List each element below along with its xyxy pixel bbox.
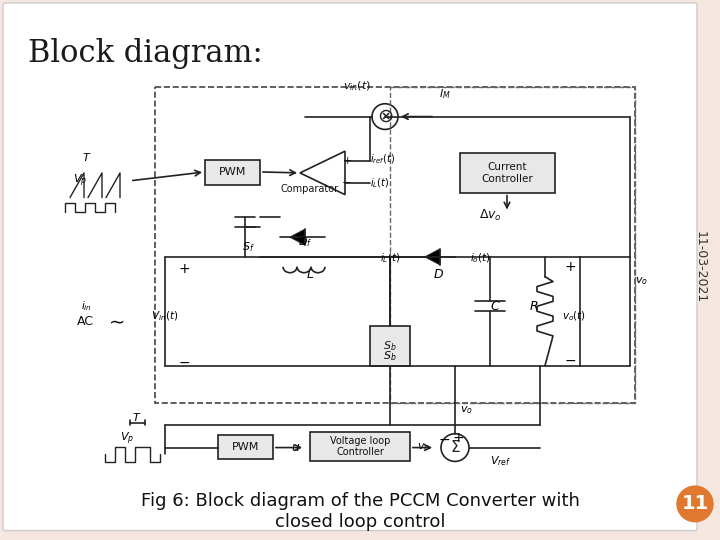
Text: −: − [342,178,351,188]
Bar [155,87,635,403]
Text: $T$: $T$ [132,411,142,423]
Text: $i_{ref}(t)$: $i_{ref}(t)$ [370,152,395,166]
Text: ⊗: ⊗ [377,107,393,126]
Text: Comparator: Comparator [281,184,339,194]
Text: +: + [452,431,464,445]
Text: $V_p$: $V_p$ [73,173,87,189]
Text: $i_L(t)$: $i_L(t)$ [379,251,400,265]
Text: $v_o(t)$: $v_o(t)$ [562,309,586,323]
Text: L: L [307,268,313,281]
Text: −: − [178,356,190,369]
Text: $V_{ref}$: $V_{ref}$ [490,455,511,468]
Text: Voltage loop
Controller: Voltage loop Controller [330,436,390,457]
Polygon shape [300,151,345,194]
Text: $\sim$: $\sim$ [105,312,125,330]
Circle shape [677,486,713,522]
Text: R: R [530,300,539,313]
Text: PWM: PWM [232,442,259,452]
Bar [218,435,273,460]
Text: $i_o(t)$: $i_o(t)$ [469,251,490,265]
Text: $S_f$: $S_f$ [242,240,254,254]
Text: $V_p$: $V_p$ [120,430,134,447]
Text: +: + [342,156,351,166]
Text: $v_e$: $v_e$ [418,442,431,454]
Text: $\Delta v_o$: $\Delta v_o$ [479,207,501,222]
Text: $I_M$: $I_M$ [439,87,451,101]
Polygon shape [290,229,305,245]
Text: −: − [564,354,576,368]
Polygon shape [425,249,440,265]
Text: $u$: $u$ [292,441,301,454]
Bar [460,153,555,193]
Text: $S_b$: $S_b$ [383,349,397,362]
Text: 11: 11 [681,495,708,514]
Text: D: D [433,268,443,281]
Circle shape [441,434,469,461]
Circle shape [372,104,398,130]
Text: Σ: Σ [450,440,460,455]
Bar [205,160,260,185]
Text: PWM: PWM [219,167,246,178]
Text: +: + [564,260,576,274]
Text: $i_L(t)$: $i_L(t)$ [370,176,390,190]
Text: Current
Controller: Current Controller [482,162,534,184]
Text: AC: AC [76,315,94,328]
Text: $i_{in}$: $i_{in}$ [81,299,92,313]
Bar [370,326,410,366]
Text: 11-03-2021: 11-03-2021 [693,231,706,303]
Text: $T$: $T$ [82,151,91,163]
FancyBboxPatch shape [3,3,697,531]
Text: $V_{in}(t)$: $V_{in}(t)$ [151,309,179,323]
Text: $S_b$: $S_b$ [383,339,397,353]
Bar [310,432,410,461]
Text: $v_o$: $v_o$ [460,404,473,416]
Text: $D_f$: $D_f$ [298,235,312,249]
Text: −: − [438,433,450,447]
Text: Block diagram:: Block diagram: [28,38,263,69]
Text: Fig 6: Block diagram of the PCCM Converter with
closed loop control: Fig 6: Block diagram of the PCCM Convert… [140,492,580,531]
Bar [390,87,635,403]
Text: $v_o$: $v_o$ [635,276,648,287]
Text: $v_{in}(t)$: $v_{in}(t)$ [343,79,371,93]
Text: C: C [490,300,499,313]
Text: +: + [178,262,190,276]
